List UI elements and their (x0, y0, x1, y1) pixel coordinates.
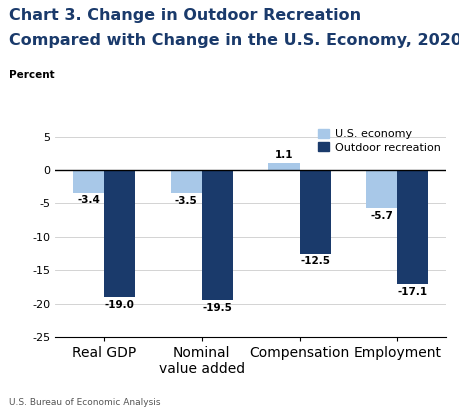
Text: -19.0: -19.0 (105, 300, 134, 309)
Text: Percent: Percent (9, 70, 55, 80)
Legend: U.S. economy, Outdoor recreation: U.S. economy, Outdoor recreation (318, 129, 440, 153)
Bar (268, 163, 299, 170)
Text: 1.1: 1.1 (274, 150, 292, 160)
Bar (396, 170, 427, 284)
Text: -3.4: -3.4 (77, 196, 100, 206)
Text: Chart 3. Change in Outdoor Recreation: Chart 3. Change in Outdoor Recreation (9, 8, 360, 23)
Text: -12.5: -12.5 (300, 256, 330, 266)
Text: -5.7: -5.7 (369, 211, 392, 221)
Bar (73, 170, 104, 193)
Bar (104, 170, 135, 297)
Text: -17.1: -17.1 (397, 287, 427, 297)
Text: U.S. Bureau of Economic Analysis: U.S. Bureau of Economic Analysis (9, 398, 160, 407)
Text: Compared with Change in the U.S. Economy, 2020: Compared with Change in the U.S. Economy… (9, 33, 459, 48)
Text: -3.5: -3.5 (174, 196, 197, 206)
Text: -19.5: -19.5 (202, 303, 232, 313)
Bar (170, 170, 202, 194)
Bar (202, 170, 233, 300)
Bar (365, 170, 396, 208)
Bar (299, 170, 330, 254)
